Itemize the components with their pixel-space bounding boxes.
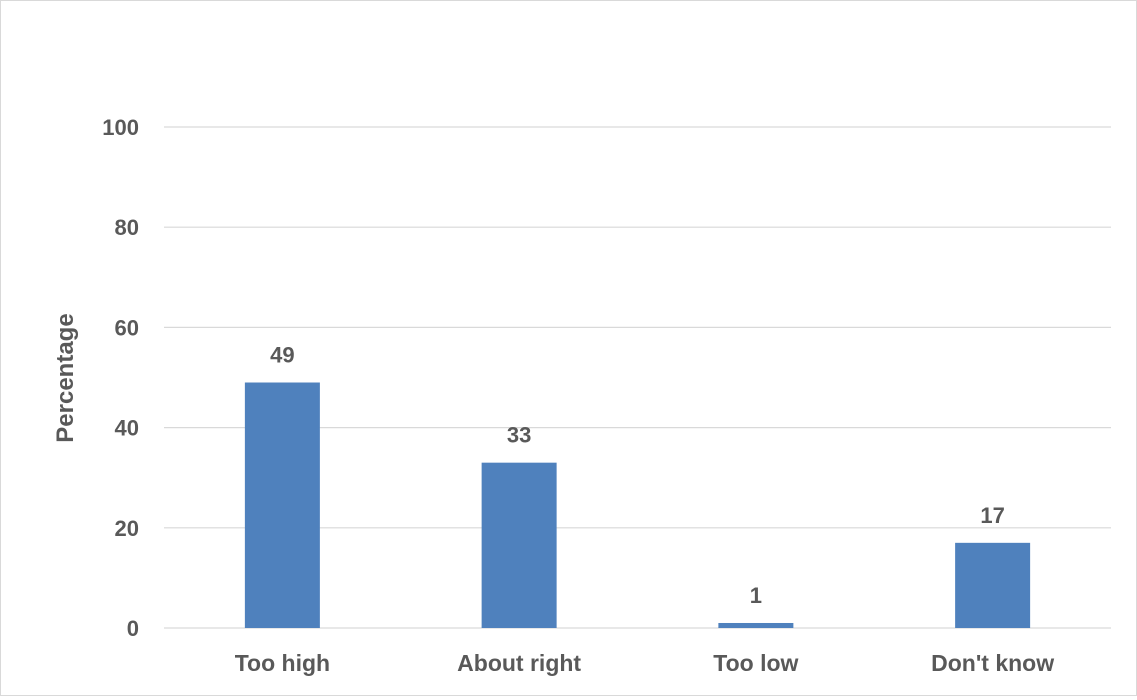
data-labels: 49 33 1 17 [270, 343, 1005, 608]
x-category-label: Too low [713, 650, 798, 676]
data-label: 33 [507, 423, 531, 448]
x-category-label: Don't know [931, 650, 1054, 676]
gridlines [164, 126, 1111, 629]
bar [955, 542, 1031, 628]
bar [718, 622, 794, 628]
bar [481, 462, 557, 628]
data-label: 49 [270, 343, 294, 368]
y-tick-label: 60 [115, 315, 139, 340]
x-axis-categories: Too high About right Too low Don't know [235, 650, 1055, 676]
y-tick-label: 0 [127, 616, 139, 641]
data-label: 17 [980, 503, 1004, 528]
y-tick-label: 100 [102, 115, 139, 140]
y-tick-label: 80 [115, 215, 139, 240]
y-tick-label: 40 [115, 416, 139, 441]
data-label: 1 [750, 583, 762, 608]
y-axis-ticks: 0 20 40 60 80 100 [102, 115, 139, 641]
y-tick-label: 20 [115, 516, 139, 541]
x-category-label: About right [457, 650, 581, 676]
y-axis-label: Percentage [52, 313, 79, 442]
x-category-label: Too high [235, 650, 330, 676]
bars [244, 382, 1031, 628]
bar [244, 382, 320, 628]
